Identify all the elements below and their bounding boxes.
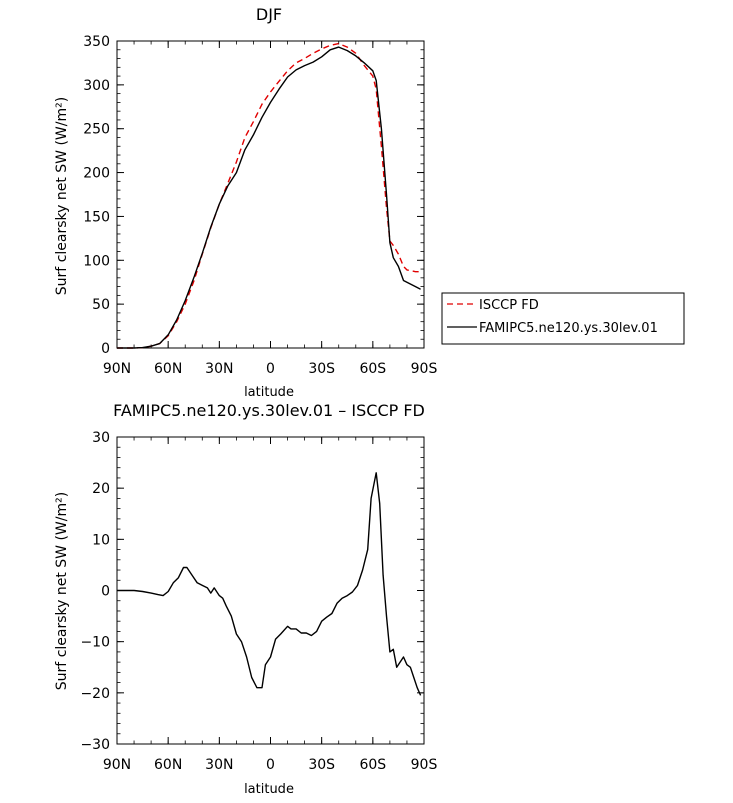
top-x-tick-labels: 90N 60N 30N 0 30S 60S 90S [103,361,438,377]
top-x-tick-label: 0 [266,361,275,377]
bottom-y-tick-label: 30 [92,430,110,446]
bottom-series-lines [117,472,422,696]
bottom-y-tick-label: 20 [92,481,110,497]
bottom-y-tick-label: −10 [80,635,110,651]
bottom-x-tick-label: 60N [154,757,182,773]
bottom-y-tick-label: −20 [80,686,110,702]
legend-label-isccp: ISCCP FD [479,298,539,313]
bottom-x-tick-label: 30N [205,757,233,773]
bottom-y-axis-label: Surf clearsky net SW (W/m²) [54,492,70,690]
top-x-tick-label: 90S [411,361,438,377]
top-x-tick-label: 90N [103,361,131,377]
top-series-lines [117,42,421,349]
top-x-axis-label: latitude [244,385,294,400]
top-panel: DJF 0 50 100 150 200 250 300 350 90N 60N 30N 0 30S 6… [54,5,437,400]
top-chart-title: DJF [256,5,282,24]
top-y-tick-label: 100 [83,253,110,269]
bottom-series-line-0 [117,472,422,696]
bottom-x-tick-label: 90S [411,757,438,773]
bottom-x-axis-label: latitude [244,782,294,797]
legend-box [441,292,685,345]
top-y-tick-label: 250 [83,122,110,138]
top-y-axis-label: Surf clearsky net SW (W/m²) [54,97,70,295]
bottom-y-tick-label: −30 [80,737,110,753]
bottom-axis-ticks [116,436,425,745]
bottom-y-tick-label: 0 [101,584,110,600]
top-y-tick-label: 200 [83,166,110,182]
bottom-x-tick-label: 60S [359,757,386,773]
top-y-tick-label: 50 [92,297,110,313]
bottom-chart-title: FAMIPC5.ne120.ys.30lev.01 – ISCCP FD [113,401,425,420]
top-y-tick-label: 350 [83,34,110,50]
legend-label-famipc5: FAMIPC5.ne120.ys.30lev.01 [479,321,658,336]
bottom-y-tick-labels: −30 −20 −10 0 10 20 30 [80,430,110,753]
top-plot-frame [116,40,425,349]
top-x-tick-label: 60N [154,361,182,377]
top-y-tick-label: 150 [83,209,110,225]
top-x-tick-label: 30S [308,361,335,377]
top-x-tick-label: 60S [359,361,386,377]
top-series-line-1 [117,46,421,349]
top-x-tick-label: 30N [205,361,233,377]
bottom-x-tick-labels: 90N 60N 30N 0 30S 60S 90S [103,757,438,773]
legend: ISCCP FD FAMIPC5.ne120.ys.30lev.01 [441,292,685,345]
top-series-line-0 [117,42,421,349]
bottom-panel: FAMIPC5.ne120.ys.30lev.01 – ISCCP FD −30… [54,401,437,797]
top-axis-ticks [116,40,425,349]
bottom-x-tick-label: 0 [266,757,275,773]
top-y-tick-label: 300 [83,78,110,94]
top-y-tick-label: 0 [101,341,110,357]
bottom-x-tick-label: 30S [308,757,335,773]
bottom-x-tick-label: 90N [103,757,131,773]
bottom-y-tick-label: 10 [92,532,110,548]
top-y-tick-labels: 0 50 100 150 200 250 300 350 [83,34,110,357]
